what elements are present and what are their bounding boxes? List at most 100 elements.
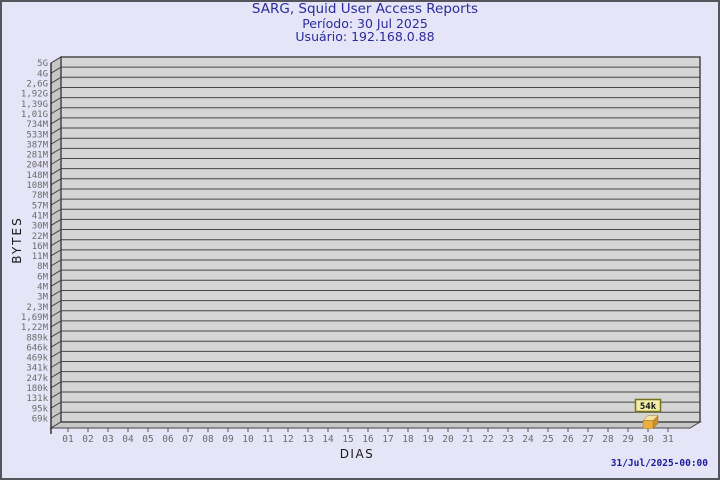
chart-title: SARG, Squid User Access Reports [251, 1, 479, 17]
y-tick-label: 8M [37, 262, 48, 272]
gridline [50, 229, 700, 236]
gridline [50, 86, 700, 94]
x-tick-label: 08 [202, 434, 214, 445]
gridline [50, 381, 700, 389]
y-tick-label: 16M [32, 242, 49, 252]
y-tick-label: 204M [26, 161, 48, 171]
x-tick-label: 18 [402, 434, 414, 445]
x-axis-title: DIAS [339, 447, 375, 461]
x-tick-label: 03 [102, 434, 113, 445]
gridline [50, 330, 700, 338]
x-tick-label: 31 [662, 434, 674, 445]
x-tick-label: 22 [482, 434, 493, 445]
gridline [50, 320, 700, 328]
y-tick-label: 469k [26, 354, 48, 364]
y-tick-label: 78M [32, 191, 49, 201]
gridline [50, 158, 700, 165]
y-tick-label: 180k [26, 384, 48, 394]
gridline [50, 147, 700, 155]
x-tick-label: 27 [582, 434, 593, 445]
y-tick-label: 1,69M [21, 313, 49, 323]
gridline [50, 66, 700, 74]
y-tick-label: 131k [26, 394, 48, 404]
x-tick-label: 04 [122, 434, 134, 445]
gridline [50, 56, 700, 64]
chart-user: Usuário: 192.168.0.88 [295, 29, 435, 44]
gridline [50, 391, 700, 399]
gridline [50, 249, 700, 257]
y-tick-label: 57M [32, 201, 49, 211]
y-axis-title: BYTES [10, 216, 24, 264]
y-tick-label: 22M [32, 232, 49, 242]
y-tick-label: 341k [26, 364, 48, 374]
x-tick-label: 24 [522, 434, 534, 445]
gridline [50, 401, 700, 409]
x-tick-label: 15 [342, 434, 353, 445]
x-tick-label: 06 [162, 434, 174, 445]
x-tick-label: 20 [442, 434, 454, 445]
y-tick-label: 533M [26, 130, 48, 140]
y-tick-label: 6M [37, 272, 48, 282]
x-tick-label: 01 [62, 434, 74, 445]
y-tick-label: 387M [26, 140, 48, 150]
gridline [50, 117, 700, 125]
gridline [50, 371, 700, 379]
x-tick-label: 28 [602, 434, 614, 445]
y-tick-label: 69k [32, 414, 49, 424]
gridline [50, 198, 700, 206]
gridline [50, 279, 700, 287]
y-tick-label: 889k [26, 333, 48, 343]
y-tick-label: 4G [37, 69, 48, 79]
y-tick-label: 3M [37, 293, 48, 303]
x-tick-label: 07 [182, 434, 193, 445]
floor [49, 421, 702, 429]
x-tick-label: 25 [542, 434, 553, 445]
report-timestamp: 31/Jul/2025-00:00 [610, 458, 708, 469]
x-tick-label: 12 [282, 434, 293, 445]
gridline [50, 97, 700, 105]
x-tick-label: 26 [562, 434, 574, 445]
x-tick-label: 23 [502, 434, 513, 445]
gridline [50, 340, 700, 348]
gridline [50, 168, 700, 176]
y-tick-label: 734M [26, 120, 48, 130]
gridline [50, 310, 700, 318]
gridline [50, 218, 700, 226]
x-tick-label: 14 [322, 434, 334, 445]
y-tick-label: 30M [32, 222, 49, 232]
y-tick-label: 41M [32, 211, 49, 221]
gridline [50, 188, 700, 196]
y-tick-label: 1,92G [21, 90, 48, 100]
y-tick-label: 11M [32, 252, 49, 262]
y-tick-label: 4M [37, 283, 48, 293]
value-flag-text: 54k [640, 402, 657, 412]
y-tick-label: 95k [32, 404, 49, 414]
gridline [50, 289, 700, 297]
gridline [50, 178, 700, 186]
y-tick-label: 1,01G [21, 110, 48, 120]
y-tick-label: 2,3M [26, 303, 48, 313]
y-tick-label: 281M [26, 151, 48, 161]
gridline [50, 300, 700, 308]
y-tick-label: 2,6G [26, 80, 48, 90]
gridline [50, 208, 700, 216]
y-tick-label: 1,39G [21, 100, 48, 110]
gridline [50, 269, 700, 277]
gridline [50, 127, 700, 135]
gridline [50, 361, 700, 368]
gridline [50, 76, 700, 84]
y-tick-label: 148M [26, 171, 48, 181]
gridline [50, 239, 700, 247]
gridline [50, 259, 700, 267]
x-tick-label: 29 [622, 434, 634, 445]
y-tick-label: 646k [26, 343, 48, 353]
x-tick-label: 10 [242, 434, 254, 445]
chart-period: Período: 30 Jul 2025 [302, 15, 428, 31]
x-tick-label: 05 [142, 434, 153, 445]
value-flag [634, 398, 662, 413]
x-tick-label: 19 [422, 434, 434, 445]
y-tick-label: 1,22M [21, 323, 49, 333]
